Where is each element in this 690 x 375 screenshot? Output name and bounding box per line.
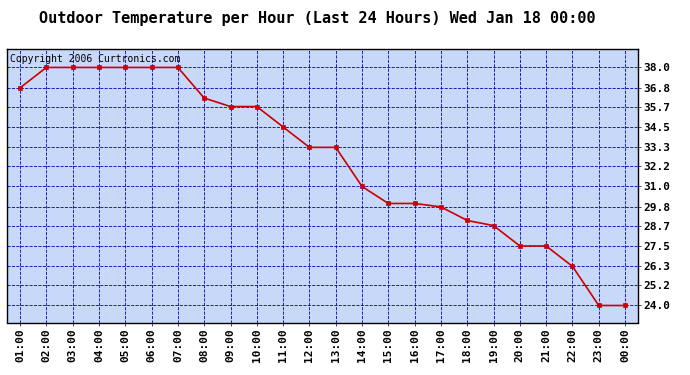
- Text: Outdoor Temperature per Hour (Last 24 Hours) Wed Jan 18 00:00: Outdoor Temperature per Hour (Last 24 Ho…: [39, 11, 595, 26]
- Text: Copyright 2006 Curtronics.com: Copyright 2006 Curtronics.com: [10, 54, 180, 64]
